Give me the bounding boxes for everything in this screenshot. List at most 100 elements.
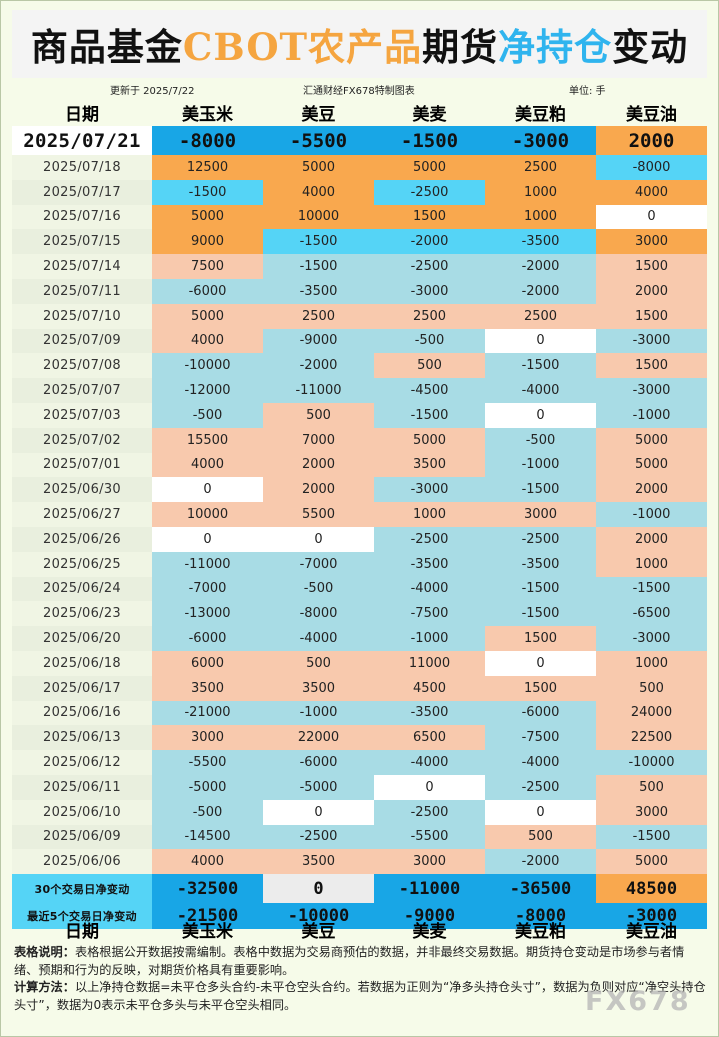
row-value: 2500 bbox=[485, 155, 596, 180]
row-value: 0 bbox=[374, 774, 485, 800]
row-value: -6000 bbox=[485, 700, 596, 726]
row-value: 3000 bbox=[152, 725, 263, 751]
row-value: 1000 bbox=[596, 650, 707, 676]
summary-row: 30个交易日净变动 -32500 0 -11000 -36500 48500 bbox=[12, 874, 707, 904]
row-value: 3500 bbox=[152, 675, 263, 701]
row-value: 2000 bbox=[263, 477, 374, 503]
row-date: 2025/07/17 bbox=[12, 179, 152, 205]
table-row: 2025/07/02 15500 7000 5000 -500 5000 bbox=[12, 427, 707, 453]
row-value: -4000 bbox=[485, 378, 596, 403]
table-row: 2025/06/06 4000 3500 3000 -2000 5000 bbox=[12, 849, 707, 875]
table-description-label: 表格说明： bbox=[14, 945, 75, 959]
row-value: -7500 bbox=[485, 725, 596, 751]
row-value: -1500 bbox=[596, 576, 707, 602]
row-date: 2025/06/26 bbox=[12, 526, 152, 552]
row-value: -1000 bbox=[596, 402, 707, 428]
row-value: -11000 bbox=[263, 378, 374, 403]
table-row: 2025/06/25 -11000 -7000 -3500 -3500 1000 bbox=[12, 551, 707, 577]
summary-value: -21500 bbox=[152, 903, 263, 930]
row-date: 2025/06/11 bbox=[12, 774, 152, 800]
calculation-method-text: 以上净持仓数据=未平仓多头合约-未平仓空头合约。若数据为正则为“净多头持仓头寸”… bbox=[14, 980, 706, 1012]
row-value: -6000 bbox=[152, 626, 263, 651]
row-value: -1500 bbox=[152, 179, 263, 205]
row-value: -14500 bbox=[152, 824, 263, 850]
table-row: 2025/07/07 -12000 -11000 -4500 -4000 -3000 bbox=[12, 378, 707, 403]
unit-label: 单位: 手 bbox=[569, 86, 606, 97]
row-value: 2500 bbox=[485, 303, 596, 329]
row-value: -1000 bbox=[485, 452, 596, 478]
row-value: -1500 bbox=[485, 601, 596, 627]
title-part-4: 净持仓 bbox=[498, 25, 613, 69]
row-value: -4500 bbox=[374, 378, 485, 403]
row-value: 0 bbox=[485, 799, 596, 825]
row-value: -1000 bbox=[263, 700, 374, 726]
row-value: -4000 bbox=[485, 750, 596, 775]
summary-label: 最近5个交易日净变动 bbox=[12, 903, 152, 930]
row-value: 2500 bbox=[263, 303, 374, 329]
table-row: 2025/06/09 -14500 -2500 -5500 500 -1500 bbox=[12, 824, 707, 850]
summary-value: -9000 bbox=[374, 903, 485, 930]
row-value: -500 bbox=[263, 576, 374, 602]
latest-row: 2025/07/21 -8000 -5500 -1500 -3000 2000 bbox=[12, 126, 707, 155]
row-value: -2500 bbox=[374, 799, 485, 825]
header-date: 日期 bbox=[65, 104, 99, 125]
summary-value: -11000 bbox=[374, 874, 485, 904]
row-value: 500 bbox=[485, 824, 596, 850]
row-value: 3000 bbox=[596, 229, 707, 255]
row-value: 4000 bbox=[152, 849, 263, 875]
table-row: 2025/07/18 12500 5000 5000 2500 -8000 bbox=[12, 155, 707, 180]
row-value: -3500 bbox=[374, 551, 485, 577]
table-row: 2025/06/20 -6000 -4000 -1000 1500 -3000 bbox=[12, 626, 707, 651]
row-value: -1500 bbox=[485, 576, 596, 602]
table-row: 2025/06/26 0 0 -2500 -2500 2000 bbox=[12, 526, 707, 552]
watermark-logo: FX678 bbox=[585, 986, 691, 1017]
table-row: 2025/06/23 -13000 -8000 -7500 -1500 -6500 bbox=[12, 601, 707, 627]
row-value: 2000 bbox=[596, 477, 707, 503]
summary-value: -10000 bbox=[263, 903, 374, 930]
row-value: -5500 bbox=[152, 750, 263, 775]
row-value: -4000 bbox=[263, 626, 374, 651]
summary-value: -3000 bbox=[596, 903, 707, 930]
row-value: -3500 bbox=[263, 278, 374, 304]
row-date: 2025/07/16 bbox=[12, 204, 152, 230]
header-wheat: 美麦 bbox=[412, 104, 447, 125]
row-value: -10000 bbox=[596, 750, 707, 775]
notes-section: 表格说明：表格根据公开数据按需编制。表格中数据为交易商预估的数据，并非最终交易数… bbox=[14, 944, 706, 1014]
row-value: 2000 bbox=[596, 526, 707, 552]
row-date: 2025/06/25 bbox=[12, 551, 152, 577]
table-row: 2025/06/24 -7000 -500 -4000 -1500 -1500 bbox=[12, 576, 707, 602]
row-value: 3000 bbox=[485, 502, 596, 527]
row-value: 0 bbox=[485, 328, 596, 354]
row-date: 2025/07/11 bbox=[12, 278, 152, 304]
table-row: 2025/06/12 -5500 -6000 -4000 -4000 -10000 bbox=[12, 750, 707, 775]
row-date: 2025/06/10 bbox=[12, 799, 152, 825]
row-value: 22000 bbox=[263, 725, 374, 751]
row-value: 500 bbox=[596, 774, 707, 800]
table-row: 2025/06/10 -500 0 -2500 0 3000 bbox=[12, 799, 707, 825]
row-value: 3000 bbox=[374, 849, 485, 875]
row-value: 1000 bbox=[596, 551, 707, 577]
row-value: -7000 bbox=[152, 576, 263, 602]
row-value: 5000 bbox=[152, 204, 263, 230]
summary-value: -8000 bbox=[485, 903, 596, 930]
row-value: 5000 bbox=[152, 303, 263, 329]
row-value: -8000 bbox=[263, 601, 374, 627]
table-row: 2025/06/27 10000 5500 1000 3000 -1000 bbox=[12, 502, 707, 527]
row-value: -7000 bbox=[263, 551, 374, 577]
row-date: 2025/07/01 bbox=[12, 452, 152, 478]
row-value: -1500 bbox=[263, 229, 374, 255]
row-value: 10000 bbox=[263, 204, 374, 230]
table-row: 2025/06/16 -21000 -1000 -3500 -6000 24000 bbox=[12, 700, 707, 726]
row-value: 12500 bbox=[152, 155, 263, 180]
table-description: 表格说明：表格根据公开数据按需编制。表格中数据为交易商预估的数据，并非最终交易数… bbox=[14, 944, 706, 979]
row-value: -4000 bbox=[374, 576, 485, 602]
row-value: -1500 bbox=[374, 402, 485, 428]
table-row: 2025/06/13 3000 22000 6500 -7500 22500 bbox=[12, 725, 707, 751]
summary-value: -32500 bbox=[152, 874, 263, 904]
row-date: 2025/06/27 bbox=[12, 502, 152, 527]
row-value: -2500 bbox=[485, 526, 596, 552]
row-value: 3500 bbox=[263, 849, 374, 875]
page-title: 商品基金CBOT农产品期货净持仓变动 bbox=[31, 17, 688, 71]
row-date: 2025/07/10 bbox=[12, 303, 152, 329]
row-value: -6000 bbox=[152, 278, 263, 304]
